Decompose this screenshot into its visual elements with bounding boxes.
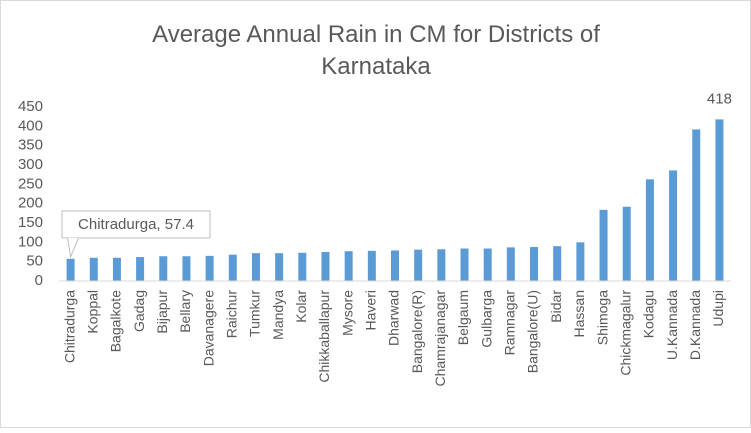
x-tick-label: Koppal <box>84 290 100 334</box>
bar <box>112 257 121 281</box>
x-tick-label: Tumkur <box>247 290 263 337</box>
x-tick-label: Udupi <box>710 290 726 327</box>
bar <box>553 246 562 281</box>
bar <box>228 254 237 281</box>
y-tick-label: 300 <box>18 156 43 173</box>
x-tick-label: Ramnagar <box>502 290 518 356</box>
bar <box>251 253 260 281</box>
bar <box>692 129 701 281</box>
x-tick-label: Chamrajanagar <box>432 290 448 387</box>
x-tick-label: Raichur <box>223 290 239 339</box>
bar <box>622 206 631 281</box>
bar <box>205 255 214 281</box>
x-tick-label: D.Kannada <box>687 290 703 360</box>
x-tick-label: Kolar <box>293 290 309 323</box>
y-tick-label: 250 <box>18 175 43 192</box>
x-tick-label: Haveri <box>363 290 379 330</box>
bar <box>66 258 75 281</box>
bar <box>414 249 423 281</box>
x-tick-label: Gulbarga <box>478 290 494 348</box>
y-tick-label: 200 <box>18 195 43 212</box>
bar <box>506 247 515 281</box>
callout-box <box>61 210 211 239</box>
x-tick-label: Bellary <box>177 290 193 333</box>
bar <box>182 256 191 281</box>
bar <box>460 248 469 281</box>
data-label: 418 <box>707 90 732 107</box>
bar <box>321 252 330 281</box>
x-tick-label: Mysore <box>339 290 355 336</box>
bar <box>530 246 539 281</box>
x-tick-label: U.Kannada <box>664 290 680 360</box>
x-tick-label: Bidar <box>548 290 564 323</box>
bar <box>599 209 608 281</box>
data-label: Chitradurga, 57.4 <box>78 216 194 233</box>
x-tick-label: Bangalore(R) <box>409 290 425 373</box>
bar <box>344 251 353 281</box>
y-tick-label: 350 <box>18 137 43 154</box>
y-tick-label: 0 <box>35 272 43 289</box>
x-tick-label: Dharwad <box>386 290 402 346</box>
bar <box>275 253 284 281</box>
bar <box>159 256 168 281</box>
callout-pointer <box>67 237 80 259</box>
x-tick-label: Chickmagalur <box>617 290 633 376</box>
chart-title: Average Annual Rain in CM for Districts … <box>152 21 600 80</box>
bar <box>483 248 492 281</box>
y-tick-label: 400 <box>18 117 43 134</box>
bar <box>298 252 307 281</box>
x-tick-label: Bijapur <box>154 290 170 334</box>
bar <box>669 170 678 281</box>
bar <box>89 257 98 281</box>
bar <box>367 250 376 281</box>
bar <box>437 249 446 281</box>
x-tick-label: Chikkaballapur <box>316 290 332 383</box>
bar <box>576 242 585 281</box>
x-tick-label: Belgaum <box>455 290 471 345</box>
x-tick-label: Bangalore(U) <box>525 290 541 373</box>
bar <box>136 257 145 281</box>
y-tick-label: 150 <box>18 214 43 231</box>
y-tick-label: 450 <box>18 98 43 115</box>
bar <box>645 179 654 281</box>
bar <box>391 250 399 281</box>
x-tick-label: Kodagu <box>641 290 657 338</box>
x-tick-label: Chitradurga <box>61 290 77 363</box>
x-tick-label: Hassan <box>571 290 587 337</box>
y-tick-label: 100 <box>18 233 43 250</box>
bar <box>715 119 724 281</box>
x-tick-label: Davanagere <box>200 290 216 366</box>
x-tick-label: Mandya <box>270 290 286 340</box>
x-tick-label: Shimoga <box>594 290 610 345</box>
y-tick-label: 50 <box>26 253 43 270</box>
x-tick-label: Gadag <box>131 290 147 332</box>
x-tick-label: Bagalkote <box>108 290 124 352</box>
